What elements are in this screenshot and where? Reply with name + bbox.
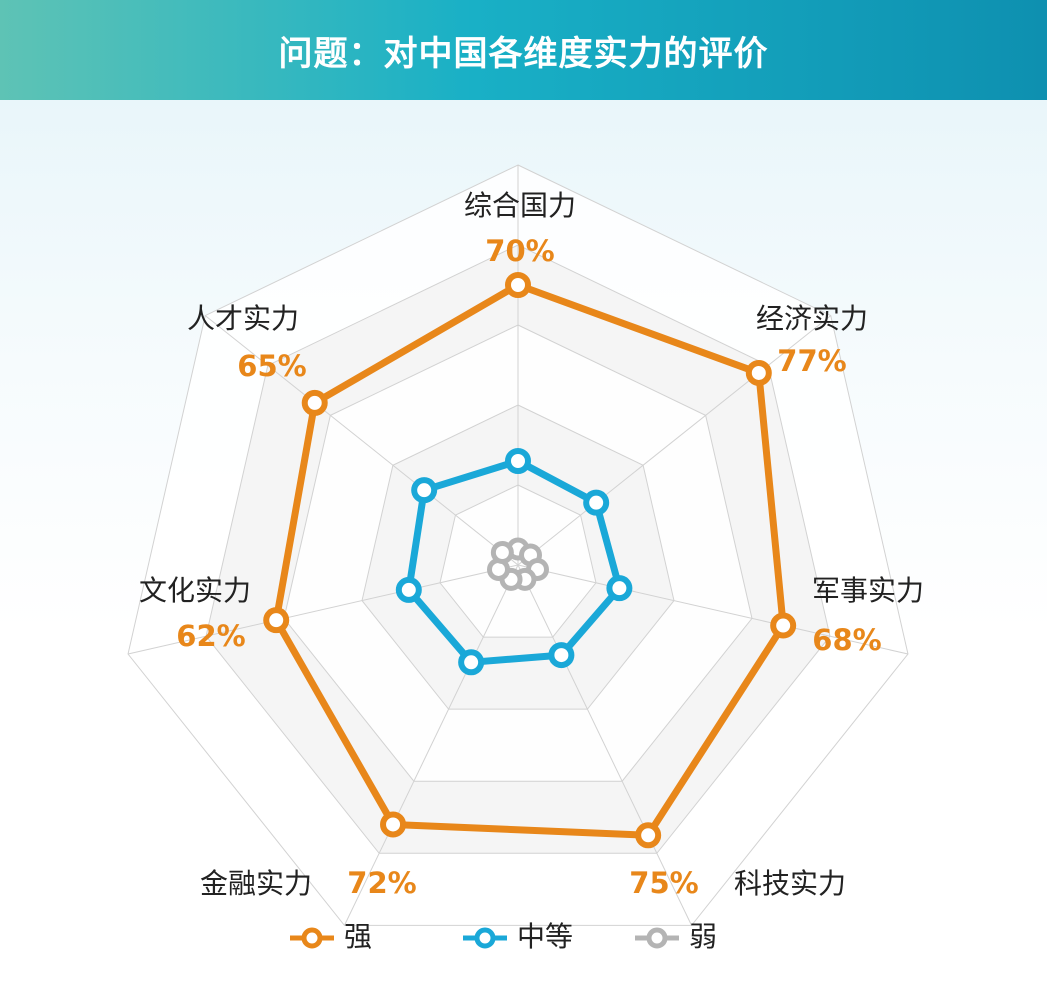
grid-spoke-3 — [517, 564, 693, 926]
legend-swatch-marker-1 — [474, 927, 496, 949]
grid-spoke-5 — [127, 564, 519, 655]
grid-spoke-4 — [343, 564, 519, 926]
series-1-point-1 — [583, 489, 610, 516]
series-1-line — [405, 457, 623, 666]
axis-label-1: 经济实力 — [756, 302, 868, 335]
axis-label-0: 综合国力 — [464, 189, 576, 222]
axis-value-label-5: 62% — [176, 619, 245, 653]
axis-label-4: 金融实力 — [200, 867, 312, 900]
radar-labels: 综合国力 70% 经济实力 77% 军事实力 68% 科技实力 75% 金融实力 72% 文化实力 6… — [139, 189, 924, 900]
grid-spoke-6 — [204, 315, 519, 566]
radar-series — [263, 272, 797, 849]
series-1-point-6 — [411, 477, 438, 504]
legend-label-2: 弱 — [689, 920, 717, 953]
grid-spoke-1 — [517, 315, 832, 566]
series-1-point-0 — [505, 448, 531, 474]
series-1-point-3 — [548, 642, 575, 669]
legend-label-0: 强 — [344, 920, 372, 953]
axis-value-label-4: 72% — [347, 866, 416, 900]
series-1-point-4 — [458, 649, 485, 676]
series-0-line — [272, 281, 787, 839]
series-1-point-5 — [395, 576, 422, 603]
axis-value-label-6: 65% — [237, 349, 306, 383]
series-0-point-5 — [263, 607, 290, 634]
series-0-point-4 — [380, 811, 407, 838]
axis-value-label-1: 77% — [777, 344, 846, 378]
legend-item-1: 中等 — [463, 920, 573, 953]
legend-item-0: 强 — [290, 920, 372, 953]
axis-label-2: 军事实力 — [812, 574, 924, 607]
legend: 强 中等 弱 — [290, 920, 717, 953]
series-0-point-2 — [770, 612, 797, 639]
series-0 — [263, 272, 797, 849]
chart-title: 问题：对中国各维度实力的评价 — [278, 33, 769, 74]
axis-label-6: 人才实力 — [187, 302, 299, 335]
series-0-point-1 — [745, 359, 772, 386]
axis-label-5: 文化实力 — [139, 574, 251, 607]
axis-label-3: 科技实力 — [734, 867, 846, 900]
series-2-point-6 — [490, 541, 514, 565]
series-1-point-2 — [606, 575, 633, 602]
legend-label-1: 中等 — [517, 920, 573, 953]
series-2 — [487, 537, 549, 591]
series-0-point-3 — [635, 822, 662, 849]
series-1 — [395, 448, 633, 676]
legend-item-2: 弱 — [635, 920, 717, 953]
legend-swatch-marker-2 — [646, 927, 668, 949]
legend-swatch-marker-0 — [301, 927, 323, 949]
axis-value-label-3: 75% — [629, 866, 698, 900]
axis-value-label-2: 68% — [812, 623, 881, 657]
series-0-point-6 — [301, 389, 328, 416]
grid-spoke-2 — [517, 564, 909, 655]
axis-value-label-0: 70% — [485, 234, 554, 268]
chart-header: 问题：对中国各维度实力的评价 — [0, 0, 1047, 100]
series-0-point-0 — [505, 272, 531, 298]
